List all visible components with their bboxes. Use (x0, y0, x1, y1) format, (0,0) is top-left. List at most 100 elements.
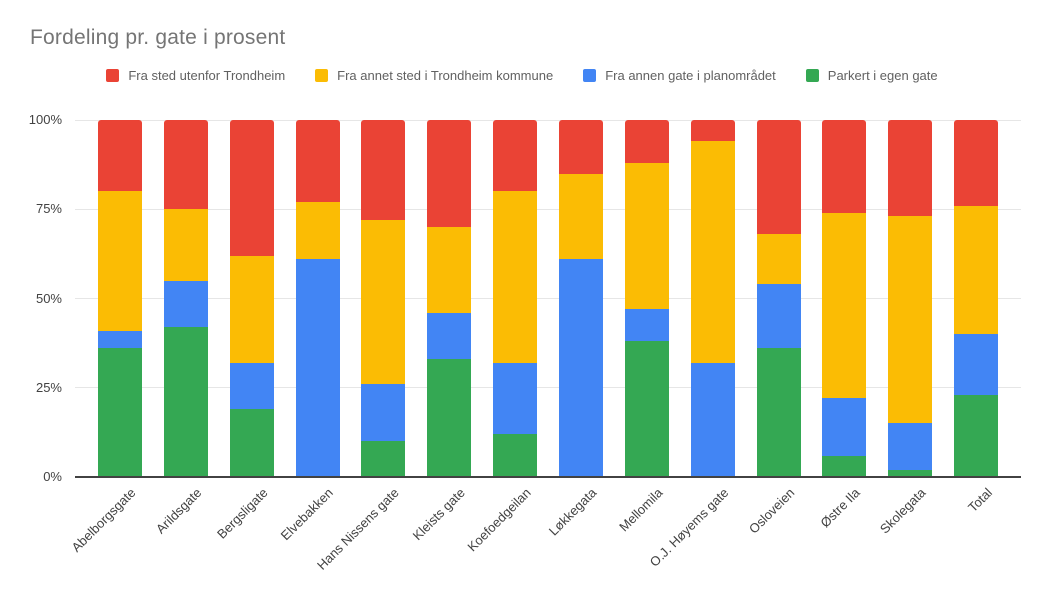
legend-item[interactable]: Fra sted utenfor Trondheim (106, 68, 285, 83)
bar-segment[interactable] (624, 162, 669, 310)
bar-løkkegata (558, 120, 603, 477)
x-axis-label: Mellomila (615, 485, 666, 535)
legend-swatch-icon (106, 69, 120, 82)
legend: Fra sted utenfor Trondheim Fra annet sted… (0, 68, 1044, 83)
y-axis-label: 100% (28, 112, 62, 127)
bar-segment[interactable] (361, 441, 406, 477)
bar-segment[interactable] (954, 205, 999, 335)
gridline (75, 387, 1021, 389)
bar-segment[interactable] (361, 384, 406, 442)
bar-segment[interactable] (229, 362, 274, 410)
bar-segment[interactable] (427, 312, 472, 360)
bar-segment[interactable] (493, 362, 538, 435)
legend-swatch-icon (805, 69, 819, 82)
bar-segment[interactable] (624, 309, 669, 342)
bar-segment[interactable] (624, 120, 669, 163)
x-axis-label: Abelborgsgate (68, 485, 139, 555)
bar-segment[interactable] (229, 120, 274, 256)
bar-segment[interactable] (888, 216, 933, 424)
x-axis-label: Løkkegata (546, 485, 600, 539)
bar-segment[interactable] (756, 120, 801, 235)
y-axis-label: 75% (35, 201, 62, 217)
bar-kleists-gate (427, 120, 472, 477)
y-axis-label: 25% (35, 379, 62, 395)
bar-segment[interactable] (163, 280, 208, 328)
bar-segment[interactable] (427, 227, 472, 313)
bar-segment[interactable] (954, 334, 999, 395)
bar-segment[interactable] (822, 398, 867, 456)
bar-segment[interactable] (493, 434, 538, 477)
bar-segment[interactable] (98, 330, 142, 349)
y-axis-label: 50% (35, 290, 62, 306)
bar-segment[interactable] (888, 469, 933, 477)
bar-o-j-høyems-gate (690, 120, 735, 477)
bar-segment[interactable] (888, 120, 933, 217)
bar-segment[interactable] (558, 259, 603, 477)
bar-segment[interactable] (493, 191, 538, 363)
legend-label: Fra annet sted i Trondheim kommune (337, 68, 554, 83)
x-axis-label: Bergsligate (213, 485, 271, 542)
x-axis-label: Østre Ila (817, 485, 863, 531)
legend-item[interactable]: Fra annen gate i planområdet (583, 68, 776, 83)
bar-segment[interactable] (624, 341, 669, 477)
bar-segment[interactable] (295, 259, 340, 477)
bar-segment[interactable] (295, 202, 340, 260)
bar-østre-ila (822, 120, 867, 477)
bar-koefoedgeilan (493, 120, 538, 477)
legend-label: Fra sted utenfor Trondheim (128, 68, 286, 83)
bar-mellomila (624, 120, 669, 477)
bar-segment[interactable] (888, 423, 933, 470)
bar-segment[interactable] (690, 362, 735, 477)
bar-segment[interactable] (822, 212, 867, 399)
bar-segment[interactable] (229, 409, 274, 477)
bar-segment[interactable] (427, 120, 472, 228)
x-axis-label: Osloveien (745, 485, 798, 537)
bar-segment[interactable] (163, 209, 208, 281)
x-axis-label: Total (964, 485, 995, 516)
bar-segment[interactable] (558, 120, 603, 174)
bar-osloveien (756, 120, 801, 477)
bar-segment[interactable] (361, 120, 406, 220)
bar-segment[interactable] (98, 191, 142, 331)
bar-segment[interactable] (954, 120, 999, 206)
bar-segment[interactable] (229, 255, 274, 363)
bar-segment[interactable] (427, 359, 472, 477)
gridline (75, 298, 1021, 299)
bar-segment[interactable] (822, 455, 867, 477)
bar-segment[interactable] (163, 120, 208, 210)
bar-segment[interactable] (756, 234, 801, 285)
x-axis-label: Skolegata (877, 485, 929, 537)
bar-skolegata (888, 120, 933, 477)
plot-area (75, 119, 1021, 478)
bar-segment[interactable] (690, 141, 735, 363)
bar-segment[interactable] (822, 120, 867, 213)
legend-label: Fra annen gate i planområdet (605, 68, 776, 83)
x-axis-label: Koefoedgeilan (464, 485, 534, 555)
bar-total (954, 120, 999, 477)
gridline (75, 119, 1021, 121)
x-axis-label: Kleists gate (409, 485, 468, 544)
legend-item[interactable]: Parkert i egen gate (805, 68, 938, 83)
bar-segment[interactable] (163, 327, 208, 477)
chart-title: Fordeling pr. gate i prosent (30, 26, 286, 49)
bar-bergsligate (229, 120, 274, 477)
y-axis-label: 0% (43, 469, 62, 484)
legend-item[interactable]: Fra annet sted i Trondheim kommune (315, 68, 553, 83)
bar-segment[interactable] (954, 394, 999, 477)
x-axis-line (75, 476, 1021, 478)
bar-segment[interactable] (98, 348, 142, 477)
gridline (75, 208, 1021, 210)
x-axis-label: Elvebakken (278, 485, 337, 544)
bar-segment[interactable] (98, 120, 142, 192)
bar-segment[interactable] (558, 173, 603, 260)
bar-segment[interactable] (690, 120, 735, 142)
legend-swatch-icon (315, 69, 329, 82)
x-axis-label: Arildsgate (152, 485, 205, 537)
bar-segment[interactable] (295, 120, 340, 203)
bar-segment[interactable] (756, 348, 801, 477)
bar-segment[interactable] (493, 120, 538, 192)
bar-segment[interactable] (756, 284, 801, 349)
legend-swatch-icon (583, 69, 597, 82)
bar-abelborgsgate (98, 120, 142, 477)
bar-segment[interactable] (361, 219, 406, 385)
